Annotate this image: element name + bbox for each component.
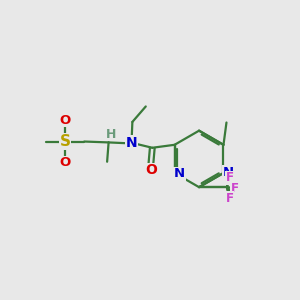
Text: N: N	[126, 136, 137, 150]
Text: N: N	[174, 167, 185, 180]
Text: O: O	[59, 114, 70, 127]
Text: F: F	[226, 171, 234, 184]
Text: S: S	[59, 134, 70, 149]
Text: F: F	[231, 182, 239, 195]
Text: O: O	[59, 156, 70, 170]
Text: F: F	[226, 192, 234, 205]
Text: H: H	[106, 128, 116, 141]
Text: O: O	[145, 164, 157, 177]
Text: N: N	[223, 166, 234, 178]
